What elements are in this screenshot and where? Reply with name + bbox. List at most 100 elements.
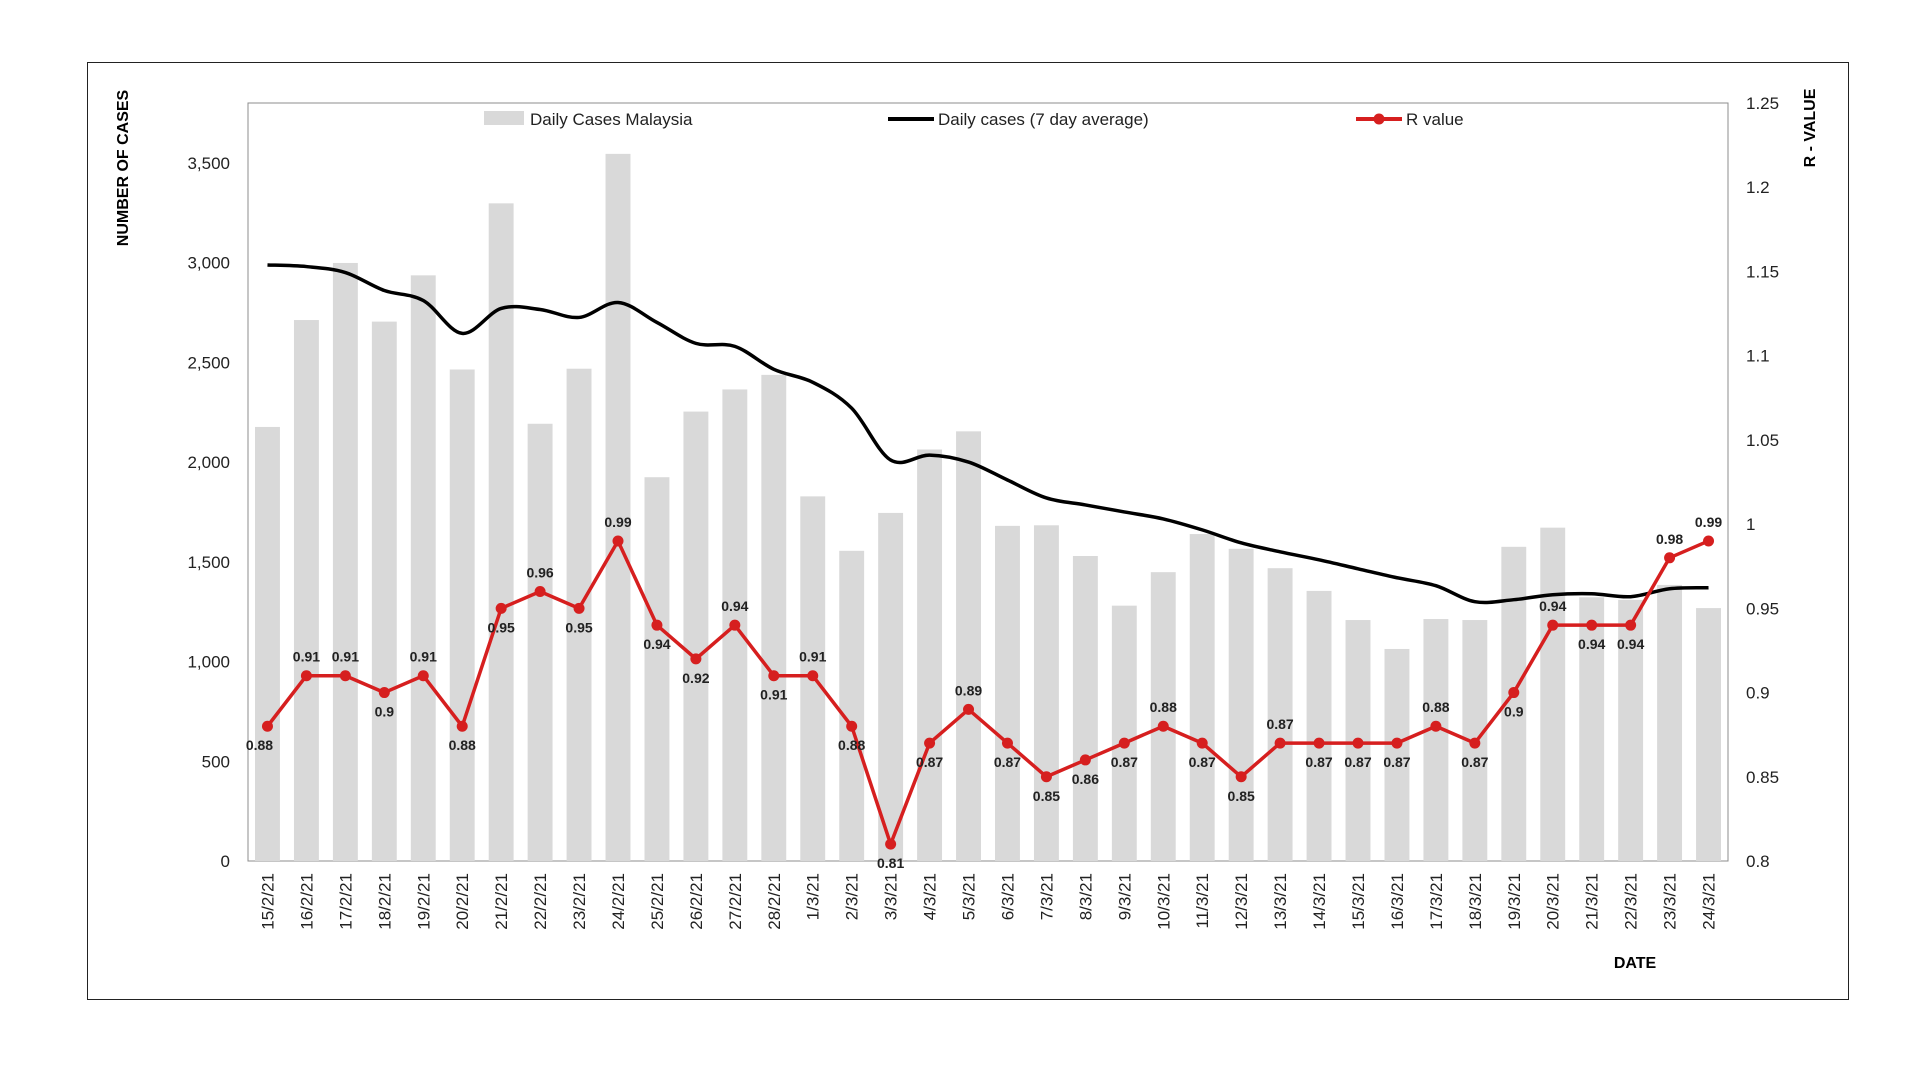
x-tick-label: 1/3/21: [804, 873, 823, 920]
r-point-16-2-21: [300, 670, 312, 682]
y2-tick-label: 1.15: [1746, 262, 1779, 281]
r-value-label: 0.87: [1344, 754, 1371, 770]
legend-label-bars: Daily Cases Malaysia: [530, 110, 693, 129]
r-value-label: 0.9: [1504, 704, 1524, 720]
r-value-label: 0.88: [838, 737, 865, 753]
left-axis: 0 500 1,000 1,500 2,000 2,500 3,000 3,500: [187, 154, 230, 871]
bar-10-3-21: [1150, 572, 1176, 861]
r-value-label: 0.91: [410, 649, 437, 665]
bar-4-3-21: [917, 449, 943, 861]
bar-21-2-21: [488, 203, 514, 861]
r-point-16-3-21: [1391, 737, 1403, 749]
x-tick-label: 27/2/21: [726, 873, 745, 930]
r-value-label: 0.87: [1461, 754, 1488, 770]
r-point-19-3-21: [1508, 687, 1520, 699]
y2-tick-label: 1.05: [1746, 431, 1779, 450]
x-tick-label: 11/3/21: [1193, 873, 1212, 928]
y2-axis-title: R - VALUE: [1802, 88, 1819, 167]
r-value-label: 0.87: [1266, 716, 1293, 732]
r-point-14-3-21: [1313, 737, 1325, 749]
r-value-label: 0.88: [449, 737, 476, 753]
r-point-21-2-21: [495, 602, 507, 614]
r-value-label: 0.81: [877, 855, 904, 871]
legend-r-marker: [1373, 113, 1385, 125]
r-point-27-2-21: [729, 619, 741, 631]
bar-9-3-21: [1111, 605, 1137, 861]
x-tick-label: 4/3/21: [921, 873, 940, 920]
r-point-23-3-21: [1664, 552, 1676, 564]
chart-frame: 0.88 0.91 0.91 0.9 0.91 0.88 0.95 0.96 0.95 0.99 0…: [87, 62, 1849, 1000]
r-point-8-3-21: [1079, 754, 1091, 766]
r-point-18-3-21: [1469, 737, 1481, 749]
r-point-1-3-21: [807, 670, 819, 682]
r-point-6-3-21: [1001, 737, 1013, 749]
average-line-series: [267, 263, 1709, 605]
r-point-17-2-21: [339, 670, 351, 682]
bar-16-2-21: [293, 320, 319, 862]
bar-20-3-21: [1540, 527, 1566, 861]
r-value-series: 0.88 0.91 0.91 0.9 0.91 0.88 0.95 0.96 0.95 0.99 0…: [246, 514, 1723, 871]
r-value-label: 0.99: [604, 514, 631, 530]
y2-tick-label: 1: [1746, 515, 1755, 534]
bar-14-3-21: [1306, 590, 1332, 861]
r-point-13-3-21: [1274, 737, 1286, 749]
bar-25-2-21: [644, 477, 670, 861]
r-value-label: 0.98: [1656, 531, 1683, 547]
x-tick-label: 28/2/21: [765, 873, 784, 930]
bar-24-3-21: [1696, 608, 1721, 861]
r-point-22-2-21: [534, 585, 546, 597]
r-value-label: 0.85: [1033, 788, 1060, 804]
bar-13-3-21: [1267, 568, 1293, 861]
r-point-21-3-21: [1586, 619, 1598, 631]
y2-tick-label: 1.1: [1746, 347, 1770, 366]
r-point-20-3-21: [1547, 619, 1559, 631]
r-point-11-3-21: [1196, 737, 1208, 749]
bar-7-3-21: [1033, 525, 1059, 861]
r-point-24-2-21: [612, 535, 624, 547]
r-point-5-3-21: [963, 703, 975, 715]
r-value-label: 0.85: [1228, 788, 1255, 804]
x-tick-label: 14/3/21: [1310, 873, 1329, 930]
x-tick-label: 23/2/21: [570, 873, 589, 930]
x-axis: 15/2/21 16/2/21 17/2/21 18/2/21 19/2/21 20/2/…: [258, 873, 1718, 930]
plot-area: [247, 102, 1729, 862]
bar-28-2-21: [761, 374, 787, 861]
x-axis-title: DATE: [1614, 955, 1657, 972]
bar-11-3-21: [1189, 534, 1215, 861]
bar-23-3-21: [1657, 584, 1683, 861]
bar-6-3-21: [995, 525, 1020, 861]
r-value-label: 0.89: [955, 682, 982, 698]
r-point-15-2-21: [261, 720, 273, 732]
x-tick-label: 16/2/21: [297, 873, 316, 930]
y-tick-label: 500: [202, 752, 230, 771]
x-tick-label: 5/3/21: [960, 873, 979, 920]
x-tick-label: 3/3/21: [882, 873, 901, 920]
r-point-12-3-21: [1235, 771, 1247, 783]
x-tick-label: 2/3/21: [843, 873, 862, 920]
x-tick-label: 21/3/21: [1583, 873, 1602, 930]
legend-bar-swatch: [484, 111, 524, 125]
x-tick-label: 24/3/21: [1700, 873, 1719, 930]
x-tick-label: 22/3/21: [1622, 873, 1641, 930]
r-point-7-3-21: [1040, 771, 1052, 783]
x-tick-label: 24/2/21: [609, 873, 628, 930]
bar-22-2-21: [527, 423, 553, 861]
x-tick-label: 19/3/21: [1505, 873, 1524, 930]
r-point-3-3-21: [885, 838, 897, 850]
x-tick-label: 17/3/21: [1427, 873, 1446, 930]
x-tick-label: 20/3/21: [1544, 873, 1563, 930]
r-value-label: 0.86: [1072, 771, 1099, 787]
x-tick-label: 15/2/21: [258, 873, 277, 930]
y-tick-label: 3,000: [187, 254, 230, 273]
r-value-label: 0.88: [246, 737, 273, 753]
x-tick-label: 21/2/21: [492, 873, 511, 930]
x-tick-label: 10/3/21: [1154, 873, 1173, 930]
r-value-label: 0.87: [1189, 754, 1216, 770]
r-value-label: 0.87: [1111, 754, 1138, 770]
y-tick-label: 1,000: [187, 653, 230, 672]
legend-label-r: R value: [1406, 110, 1464, 129]
r-value-label: 0.94: [1617, 636, 1644, 652]
r-point-25-2-21: [651, 619, 663, 631]
bar-2-3-21: [839, 550, 865, 861]
r-point-20-2-21: [456, 720, 468, 732]
